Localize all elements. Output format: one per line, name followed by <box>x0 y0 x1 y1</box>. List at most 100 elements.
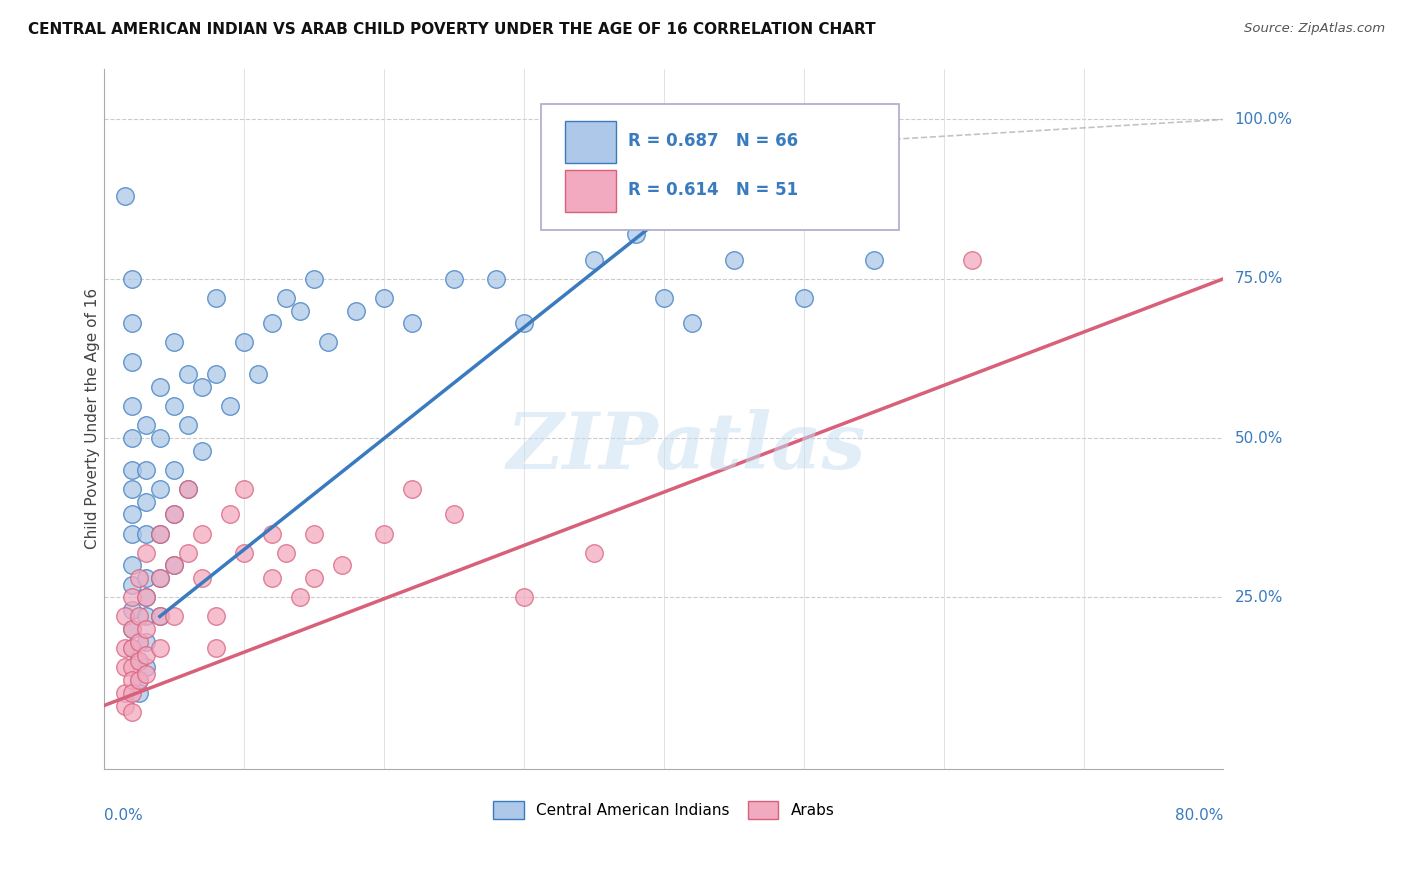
Point <box>163 399 186 413</box>
Point <box>373 526 395 541</box>
FancyBboxPatch shape <box>565 121 616 163</box>
Point <box>149 380 172 394</box>
Point <box>149 482 172 496</box>
Text: R = 0.687   N = 66: R = 0.687 N = 66 <box>628 132 799 151</box>
Point <box>149 609 172 624</box>
Point <box>163 508 186 522</box>
Point <box>652 291 675 305</box>
Point <box>513 317 536 331</box>
Point <box>121 622 143 636</box>
Point <box>135 571 157 585</box>
Point <box>135 660 157 674</box>
Point <box>401 317 423 331</box>
Point <box>121 508 143 522</box>
Point <box>260 526 283 541</box>
Point <box>260 571 283 585</box>
Point <box>135 418 157 433</box>
Point <box>114 641 136 656</box>
Point <box>401 482 423 496</box>
Point <box>681 317 703 331</box>
Point <box>149 571 172 585</box>
Point <box>149 526 172 541</box>
Point <box>121 272 143 286</box>
Point <box>121 686 143 700</box>
Text: CENTRAL AMERICAN INDIAN VS ARAB CHILD POVERTY UNDER THE AGE OF 16 CORRELATION CH: CENTRAL AMERICAN INDIAN VS ARAB CHILD PO… <box>28 22 876 37</box>
Point <box>121 558 143 573</box>
Point <box>960 252 983 267</box>
Point <box>121 577 143 591</box>
Point <box>274 291 297 305</box>
Point <box>149 609 172 624</box>
Text: R = 0.614   N = 51: R = 0.614 N = 51 <box>628 181 799 200</box>
Point <box>205 641 228 656</box>
Text: 80.0%: 80.0% <box>1175 808 1223 823</box>
Point <box>163 508 186 522</box>
Point <box>443 272 465 286</box>
Point <box>121 641 143 656</box>
Point <box>149 571 172 585</box>
Point <box>177 482 200 496</box>
Point <box>121 603 143 617</box>
Point <box>793 291 815 305</box>
Point <box>114 609 136 624</box>
Point <box>260 317 283 331</box>
Point <box>135 648 157 662</box>
Point <box>191 380 214 394</box>
Point <box>135 463 157 477</box>
Point <box>128 635 150 649</box>
Point <box>163 558 186 573</box>
Point <box>135 635 157 649</box>
Text: 50.0%: 50.0% <box>1234 431 1282 445</box>
Point <box>302 526 325 541</box>
FancyBboxPatch shape <box>565 170 616 212</box>
Point <box>232 482 254 496</box>
Point <box>121 641 143 656</box>
Point <box>121 431 143 445</box>
Point <box>485 272 508 286</box>
Point <box>624 227 647 242</box>
Point <box>114 189 136 203</box>
Point <box>121 591 143 605</box>
Point <box>191 571 214 585</box>
Point <box>121 463 143 477</box>
Point <box>135 494 157 508</box>
Point <box>121 660 143 674</box>
Text: ZIPatlas: ZIPatlas <box>506 409 866 485</box>
Point <box>149 526 172 541</box>
FancyBboxPatch shape <box>540 103 898 230</box>
Point <box>218 508 240 522</box>
Point <box>191 526 214 541</box>
Point <box>149 431 172 445</box>
Point <box>582 252 605 267</box>
Point <box>163 609 186 624</box>
Text: 25.0%: 25.0% <box>1234 590 1282 605</box>
Point <box>862 252 884 267</box>
Point <box>128 686 150 700</box>
Text: Source: ZipAtlas.com: Source: ZipAtlas.com <box>1244 22 1385 36</box>
Point <box>177 368 200 382</box>
Point <box>205 368 228 382</box>
Point <box>163 558 186 573</box>
Point <box>121 482 143 496</box>
Point <box>232 335 254 350</box>
Point <box>135 546 157 560</box>
Point <box>513 591 536 605</box>
Point <box>149 641 172 656</box>
Point <box>114 660 136 674</box>
Point <box>121 526 143 541</box>
Point <box>114 698 136 713</box>
Point <box>121 317 143 331</box>
Point <box>128 673 150 687</box>
Point <box>135 609 157 624</box>
Point <box>302 571 325 585</box>
Point <box>135 591 157 605</box>
Point <box>177 546 200 560</box>
Point <box>121 705 143 719</box>
Legend: Central American Indians, Arabs: Central American Indians, Arabs <box>486 795 841 825</box>
Point <box>135 666 157 681</box>
Text: 75.0%: 75.0% <box>1234 271 1282 286</box>
Point <box>121 673 143 687</box>
Point <box>121 622 143 636</box>
Point <box>316 335 339 350</box>
Point <box>135 591 157 605</box>
